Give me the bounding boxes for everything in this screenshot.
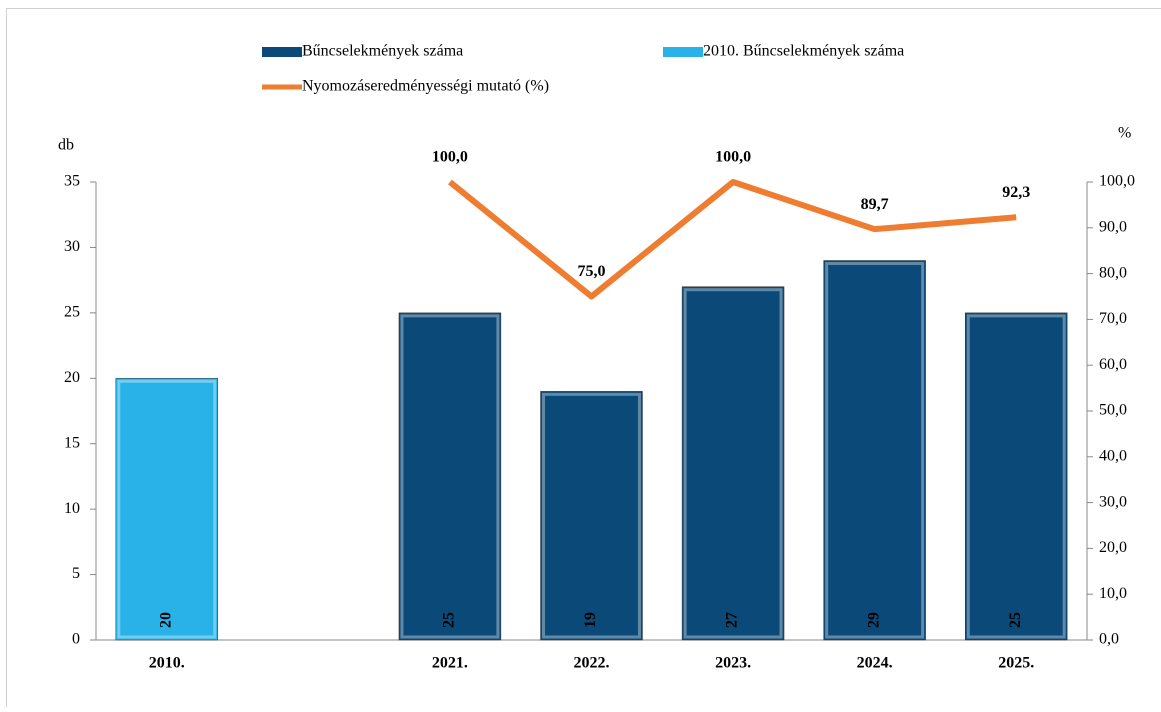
data-label: 25	[1007, 612, 1024, 628]
y-tick-label: 20	[64, 369, 80, 386]
y-tick-label: 35	[64, 173, 80, 190]
bar	[965, 313, 1067, 640]
legend-label: Bűncselekmények száma	[302, 43, 463, 60]
y2-tick-label: 80,0	[1099, 264, 1127, 281]
data-label: 19	[582, 612, 599, 628]
data-label: 29	[865, 612, 882, 628]
data-label: 27	[724, 612, 741, 628]
y2-tick-label: 20,0	[1099, 539, 1127, 556]
x-tick-label: 2021.	[432, 655, 468, 672]
y-tick-label: 5	[72, 565, 80, 582]
data-label: 89,7	[861, 196, 889, 213]
legend-swatch	[663, 47, 703, 57]
bar	[116, 378, 218, 640]
x-tick-label: 2023.	[715, 655, 751, 672]
x-tick-label: 2024.	[857, 655, 893, 672]
bar	[399, 313, 501, 640]
y2-tick-label: 50,0	[1099, 402, 1127, 419]
y2-tick-label: 100,0	[1099, 173, 1135, 190]
line	[450, 182, 1016, 297]
y2-tick-label: 70,0	[1099, 310, 1127, 327]
data-label: 20	[157, 612, 174, 628]
data-label: 100,0	[432, 149, 468, 166]
data-label: 100,0	[715, 149, 751, 166]
legend-label: Nyomozáseredményességi mutató (%)	[302, 78, 549, 95]
y-tick-label: 10	[64, 500, 80, 517]
bar	[682, 287, 784, 640]
data-label: 75,0	[578, 263, 606, 280]
y-tick-label: 25	[64, 304, 80, 321]
y2-axis-label: %	[1118, 125, 1131, 142]
data-label: 25	[441, 612, 458, 628]
x-tick-label: 2022.	[574, 655, 610, 672]
legend-swatch	[262, 47, 302, 57]
y2-tick-label: 90,0	[1099, 218, 1127, 235]
x-tick-label: 2010.	[149, 655, 185, 672]
y2-tick-label: 0,0	[1099, 631, 1119, 648]
y-tick-label: 0	[72, 631, 80, 648]
data-label: 92,3	[1002, 184, 1030, 201]
y2-tick-label: 40,0	[1099, 447, 1127, 464]
legend-label: 2010. Bűncselekmények száma	[703, 43, 904, 60]
y-tick-label: 15	[64, 434, 80, 451]
bar	[824, 261, 926, 640]
y2-tick-label: 30,0	[1099, 493, 1127, 510]
bar	[541, 391, 643, 640]
x-tick-label: 2025.	[998, 655, 1034, 672]
y-tick-label: 30	[64, 238, 80, 255]
y-axis-label: db	[58, 137, 74, 154]
y2-tick-label: 60,0	[1099, 356, 1127, 373]
y2-tick-label: 10,0	[1099, 585, 1127, 602]
